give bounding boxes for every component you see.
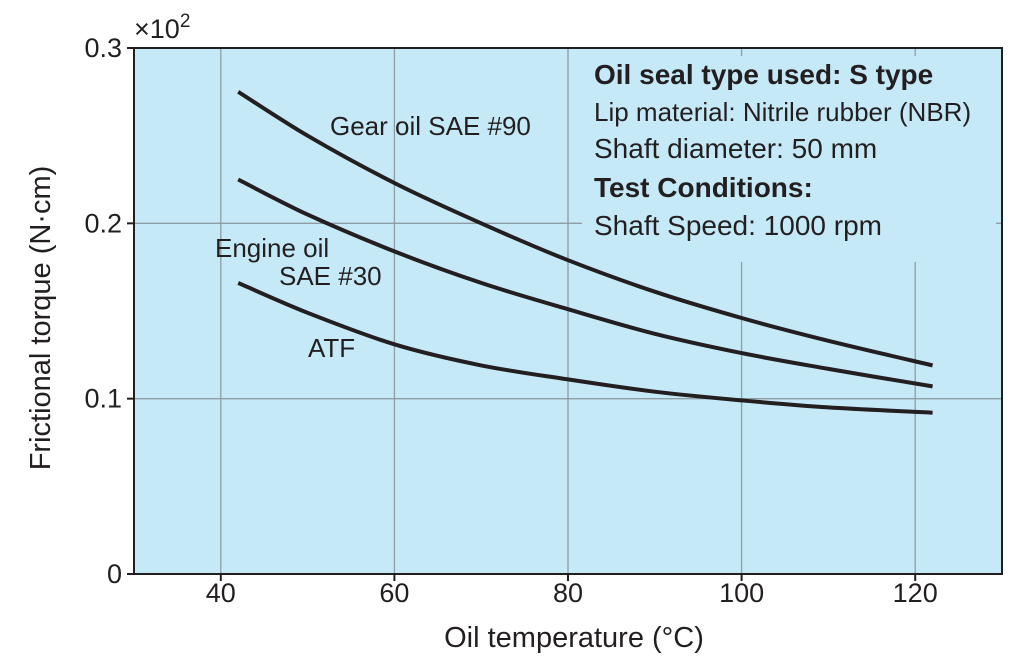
y-tick-label: 0.1 <box>84 384 122 414</box>
x-tick-label: 100 <box>719 578 764 608</box>
series-label-engine-oil-line1: Engine oil <box>215 233 329 263</box>
series-lines <box>237 90 934 415</box>
x-tick-label: 60 <box>379 578 409 608</box>
y-scale-note-exponent: 2 <box>180 11 191 32</box>
info-line-4: Test Conditions: <box>594 172 813 203</box>
x-tick-label: 40 <box>206 578 236 608</box>
series-label-engine-oil-line2: SAE #30 <box>279 261 382 291</box>
plot-area <box>133 47 1003 575</box>
series-atf-line <box>237 281 933 415</box>
x-axis-title: Oil temperature (°C) <box>444 622 704 654</box>
x-axis-ticks: 40 60 80 100 120 <box>206 574 938 608</box>
y-axis-ticks: 0 0.1 0.2 0.3 <box>84 33 134 589</box>
x-tick-label: 120 <box>893 578 938 608</box>
info-box-background <box>582 56 996 262</box>
y-axis-title: Frictional torque (N·cm) <box>25 166 57 471</box>
y-tick-label: 0.2 <box>84 208 122 238</box>
y-scale-note-base: ×10 <box>134 14 180 44</box>
info-box-text: Oil seal type used: S type Lip material: … <box>594 59 971 241</box>
x-tick-label: 80 <box>553 578 583 608</box>
series-gear-oil-sae90-line <box>237 90 934 368</box>
series-label-gear-oil-sae90: Gear oil SAE #90 <box>330 111 531 141</box>
y-tick-label: 0 <box>107 559 122 589</box>
info-line-3: Shaft diameter: 50 mm <box>594 133 877 164</box>
series-engine-oil-sae30-line <box>237 177 933 389</box>
info-line-2: Lip material: Nitrile rubber (NBR) <box>594 97 971 127</box>
y-tick-label: 0.3 <box>84 33 122 63</box>
series-label-atf: ATF <box>308 333 355 363</box>
info-line-5: Shaft Speed: 1000 rpm <box>594 210 882 241</box>
y-scale-note: ×102 <box>134 11 190 44</box>
info-line-1: Oil seal type used: S type <box>594 59 933 90</box>
